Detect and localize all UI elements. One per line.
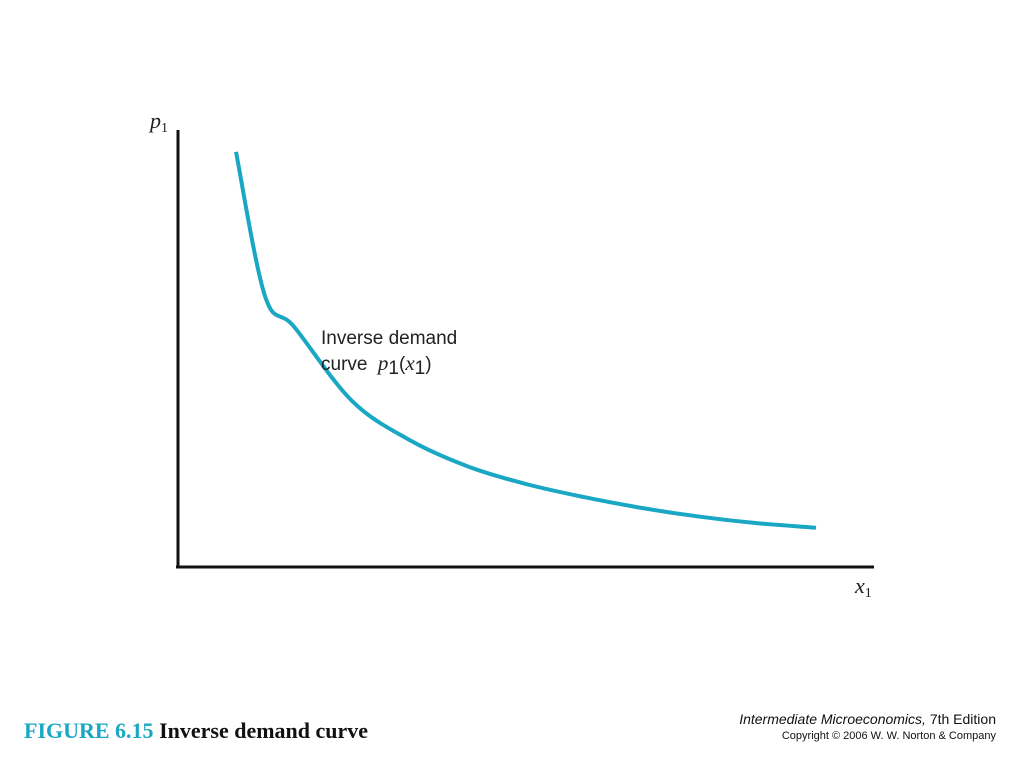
y-axis-label: p1 [148, 108, 168, 136]
copyright-text: Copyright © 2006 W. W. Norton & Company [781, 730, 996, 742]
book-title-line: Intermediate Microeconomics, 7th Edition [739, 710, 996, 728]
figure-caption: FIGURE 6.15 Inverse demand curve [24, 718, 368, 744]
book-edition: 7th Edition [929, 711, 996, 727]
curve-annotation-line1: Inverse demand [321, 328, 457, 349]
curve-annotation-line2: curve p1(x1) [321, 351, 432, 379]
x-axis-label: x1 [854, 573, 872, 601]
figure-title: Inverse demand curve [159, 718, 369, 743]
inverse-demand-curve [234, 151, 817, 530]
book-title: Intermediate Microeconomics, [739, 711, 926, 727]
book-credit: Intermediate Microeconomics, 7th Edition… [739, 710, 996, 744]
figure-number: FIGURE 6.15 [24, 718, 154, 743]
